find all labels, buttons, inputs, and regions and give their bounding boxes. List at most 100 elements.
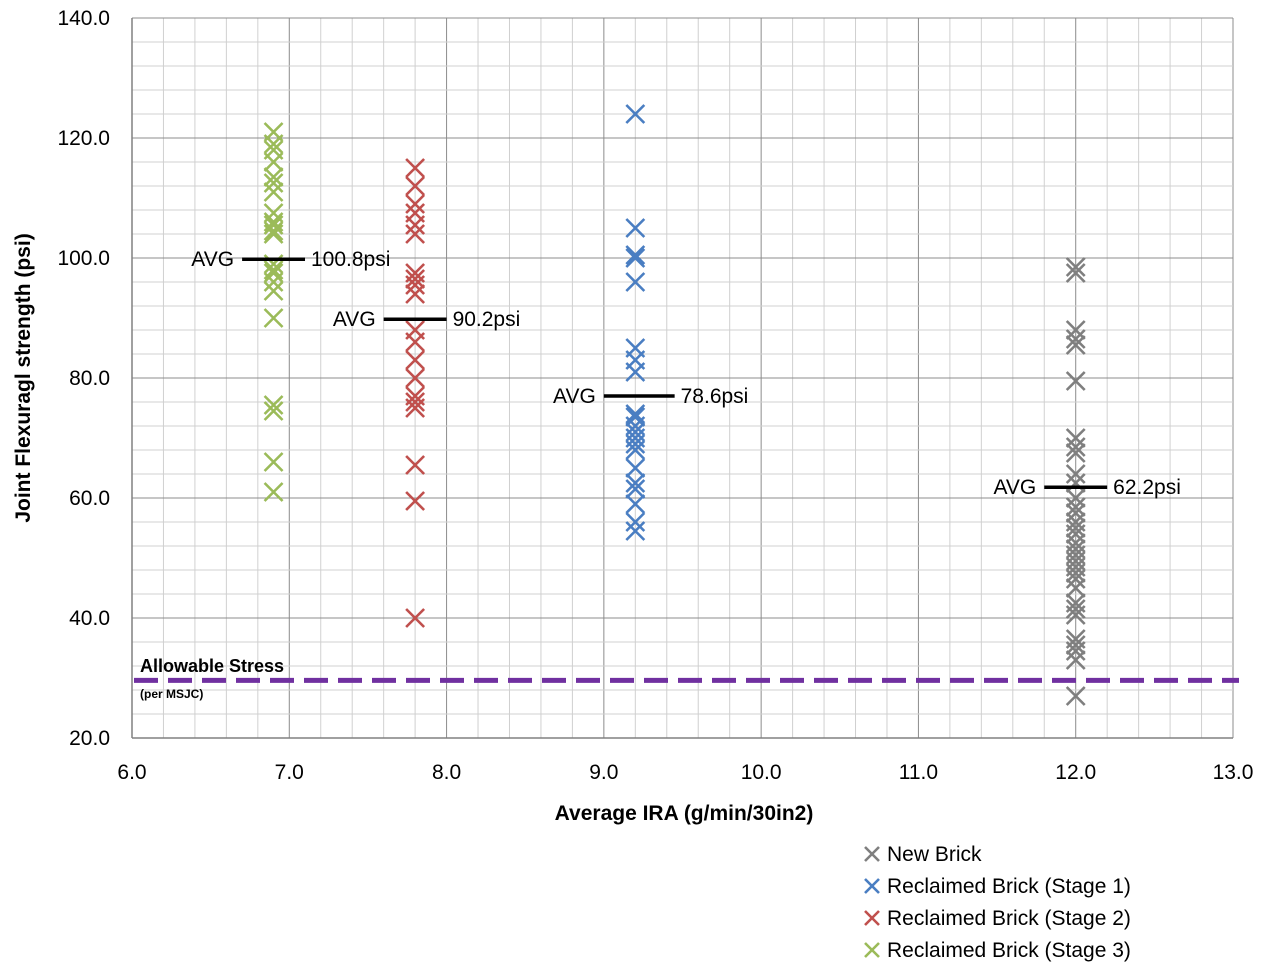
avg-value-label: 100.8psi [311,248,390,271]
legend-label: Reclaimed Brick (Stage 3) [887,939,1131,962]
data-point-marker [625,494,646,514]
legend: New Brick Reclaimed Brick (Stage 1) Reclai… [864,843,1131,962]
avg-value-label: 78.6psi [681,385,749,408]
data-point-marker [1065,578,1086,598]
data-point-marker [1065,599,1086,619]
data-point-marker [405,332,426,352]
data-point-marker [1065,563,1086,583]
data-point-marker [1065,257,1086,277]
data-point-marker [263,215,284,235]
data-point-marker [405,194,426,214]
data-point-marker [405,491,426,511]
data-point-marker [1065,437,1086,457]
data-point-marker [1065,518,1086,538]
data-point-marker [1065,464,1086,484]
y-tick-label: 120.0 [57,127,110,150]
x-axis-title: Average IRA (g/min/30in2) [555,802,814,825]
avg-value-label: 90.2psi [453,308,521,331]
x-tick-label: 8.0 [432,761,461,784]
legend-marker [864,846,880,862]
data-point-marker [1065,371,1086,391]
data-point-marker [1065,488,1086,508]
allowable-stress-label: Allowable Stress [140,656,284,676]
data-point-marker [1065,335,1086,355]
data-point-marker [625,434,646,454]
data-point-marker [1065,473,1086,493]
data-point-marker [405,269,426,289]
data-point-marker [1065,497,1086,517]
data-point-marker [625,245,646,265]
avg-label: AVG [333,308,376,331]
average-annotations: AVG 100.8psi AVG 90.2psi AVG 78.6psi AVG 62.2ps… [191,248,1181,499]
data-point-marker [405,284,426,304]
data-point-marker [1065,443,1086,463]
data-point-marker [625,440,646,460]
data-markers [263,104,1086,706]
data-point-marker [263,224,284,244]
legend-label: New Brick [887,843,982,866]
data-point-marker [1065,641,1086,661]
data-point-marker [625,479,646,499]
data-point-marker [263,281,284,301]
legend-marker [864,878,880,894]
data-point-marker [1065,569,1086,589]
legend-marker [864,942,880,958]
data-point-marker [263,221,284,241]
data-point-marker [625,248,646,268]
data-point-marker [263,401,284,421]
data-point-marker [263,452,284,472]
legend-label: Reclaimed Brick (Stage 2) [887,907,1131,930]
y-tick-label: 80.0 [69,367,110,390]
data-point-marker [263,152,284,172]
data-point-marker [1065,320,1086,340]
x-tick-label: 12.0 [1055,761,1096,784]
y-tick-label: 40.0 [69,607,110,630]
data-point-marker [405,368,426,388]
data-point-marker [405,224,426,244]
avg-label: AVG [993,476,1036,499]
data-point-marker [263,395,284,415]
x-tick-label: 9.0 [589,761,618,784]
data-point-marker [405,215,426,235]
avg-label: AVG [553,385,596,408]
data-point-marker [263,173,284,193]
data-point-marker [1065,605,1086,625]
data-point-marker [263,134,284,154]
data-point-marker [405,455,426,475]
data-point-marker [263,263,284,283]
data-point-marker [405,158,426,178]
legend-label: Reclaimed Brick (Stage 1) [887,875,1131,898]
data-point-marker [405,275,426,295]
data-point-marker [625,272,646,292]
legend-marker [864,910,880,926]
data-point-marker [405,608,426,628]
y-tick-label: 60.0 [69,487,110,510]
data-point-marker [625,362,646,382]
data-point-marker [1065,686,1086,706]
y-tick-label: 140.0 [57,7,110,30]
data-point-marker [263,167,284,187]
data-point-marker [405,176,426,196]
data-point-marker [625,218,646,238]
x-tick-label: 13.0 [1213,761,1254,784]
data-point-marker [1065,329,1086,349]
data-point-marker [1065,650,1086,670]
data-point-marker [1065,503,1086,523]
data-point-marker [625,521,646,541]
data-point-marker [1065,524,1086,544]
data-point-marker [405,392,426,412]
reference-line-group: Allowable Stress (per MSJC) [134,656,1239,701]
data-point-marker [625,104,646,124]
allowable-stress-sublabel: (per MSJC) [140,687,203,701]
avg-value-label: 62.2psi [1113,476,1181,499]
data-point-marker [625,407,646,427]
data-point-marker [405,398,426,418]
x-tick-label: 7.0 [275,761,304,784]
data-point-marker [263,182,284,202]
data-point-marker [625,458,646,478]
x-tick-label: 11.0 [899,761,938,784]
data-point-marker [263,482,284,502]
data-point-marker [263,308,284,328]
data-point-marker [1065,635,1086,655]
